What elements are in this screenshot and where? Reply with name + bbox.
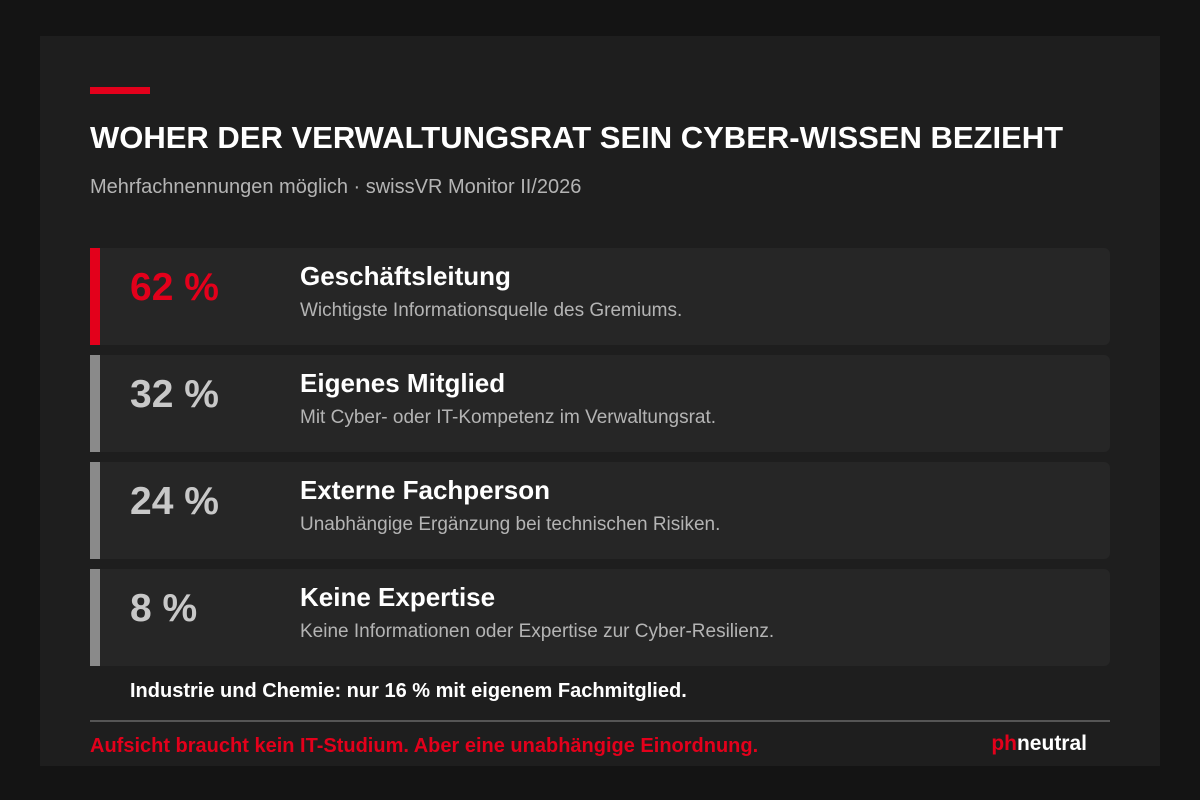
item-accent xyxy=(90,248,100,345)
item-label: Eigenes Mitglied xyxy=(300,368,506,398)
item-value: 24 % xyxy=(130,480,219,523)
item-accent xyxy=(90,355,100,452)
item-value: 62 % xyxy=(130,266,219,309)
item-row: 32 % Eigenes Mitglied Mit Cyber- oder IT-K… xyxy=(90,355,1110,452)
item-row: 24 % Externe Fachperson Unabhängige Ergänz… xyxy=(90,462,1110,559)
note: Industrie und Chemie: nur 16 % mit eigen… xyxy=(130,680,687,702)
brand-prefix: ph xyxy=(991,732,1017,755)
item-description: Keine Informationen oder Expertise zur C… xyxy=(300,621,775,642)
item-label: Keine Expertise xyxy=(300,582,496,612)
brand: phneutral xyxy=(991,732,1087,756)
brand-suffix: neutral xyxy=(1016,732,1087,755)
item-row: 8 % Keine Expertise Keine Informationen od… xyxy=(90,569,1110,666)
item-description: Unabhängige Ergänzung bei technischen Ri… xyxy=(300,514,721,535)
item-value: 8 % xyxy=(130,587,198,630)
item-description: Wichtigste Informationsquelle des Gremiu… xyxy=(300,300,683,321)
item-label: Geschäftsleitung xyxy=(300,261,511,291)
item-description: Mit Cyber- oder IT-Kompetenz im Verwaltu… xyxy=(300,407,717,428)
title: WOHER DER VERWALTUNGSRAT SEIN CYBER-WISS… xyxy=(90,120,1064,155)
item-value: 32 % xyxy=(130,373,219,416)
item-row: 62 % Geschäftsleitung Wichtigste Informati… xyxy=(90,248,1110,345)
item-accent xyxy=(90,569,100,666)
divider xyxy=(90,720,1110,722)
tagline: Aufsicht braucht kein IT-Studium. Aber e… xyxy=(90,735,759,757)
card: WOHER DER VERWALTUNGSRAT SEIN CYBER-WISS… xyxy=(40,36,1160,766)
item-label: Externe Fachperson xyxy=(300,475,550,505)
item-accent xyxy=(90,462,100,559)
subtitle: Mehrfachnennungen möglich · swissVR Moni… xyxy=(90,176,582,198)
accent-bar xyxy=(90,87,150,94)
